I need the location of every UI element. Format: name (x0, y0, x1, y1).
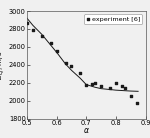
experiment [6] (50, 42, 52, 44)
experiment [6] (129, 95, 132, 97)
experiment [6] (135, 101, 138, 104)
experiment [6] (94, 82, 96, 84)
experiment [6] (109, 87, 111, 89)
experiment [6] (79, 72, 82, 74)
experiment [6] (64, 62, 67, 64)
experiment [6] (41, 35, 43, 37)
experiment [6] (32, 29, 34, 31)
X-axis label: $\alpha$: $\alpha$ (83, 127, 90, 136)
experiment [6] (26, 22, 28, 24)
experiment [6] (91, 83, 93, 85)
experiment [6] (100, 85, 102, 87)
Legend: experiment [6]: experiment [6] (84, 14, 142, 24)
experiment [6] (70, 65, 73, 67)
experiment [6] (124, 87, 126, 89)
experiment [6] (121, 85, 123, 87)
experiment [6] (115, 82, 117, 84)
experiment [6] (56, 50, 58, 53)
Y-axis label: $D_{CJ}$, m/s: $D_{CJ}$, m/s (0, 50, 7, 79)
experiment [6] (85, 83, 87, 86)
